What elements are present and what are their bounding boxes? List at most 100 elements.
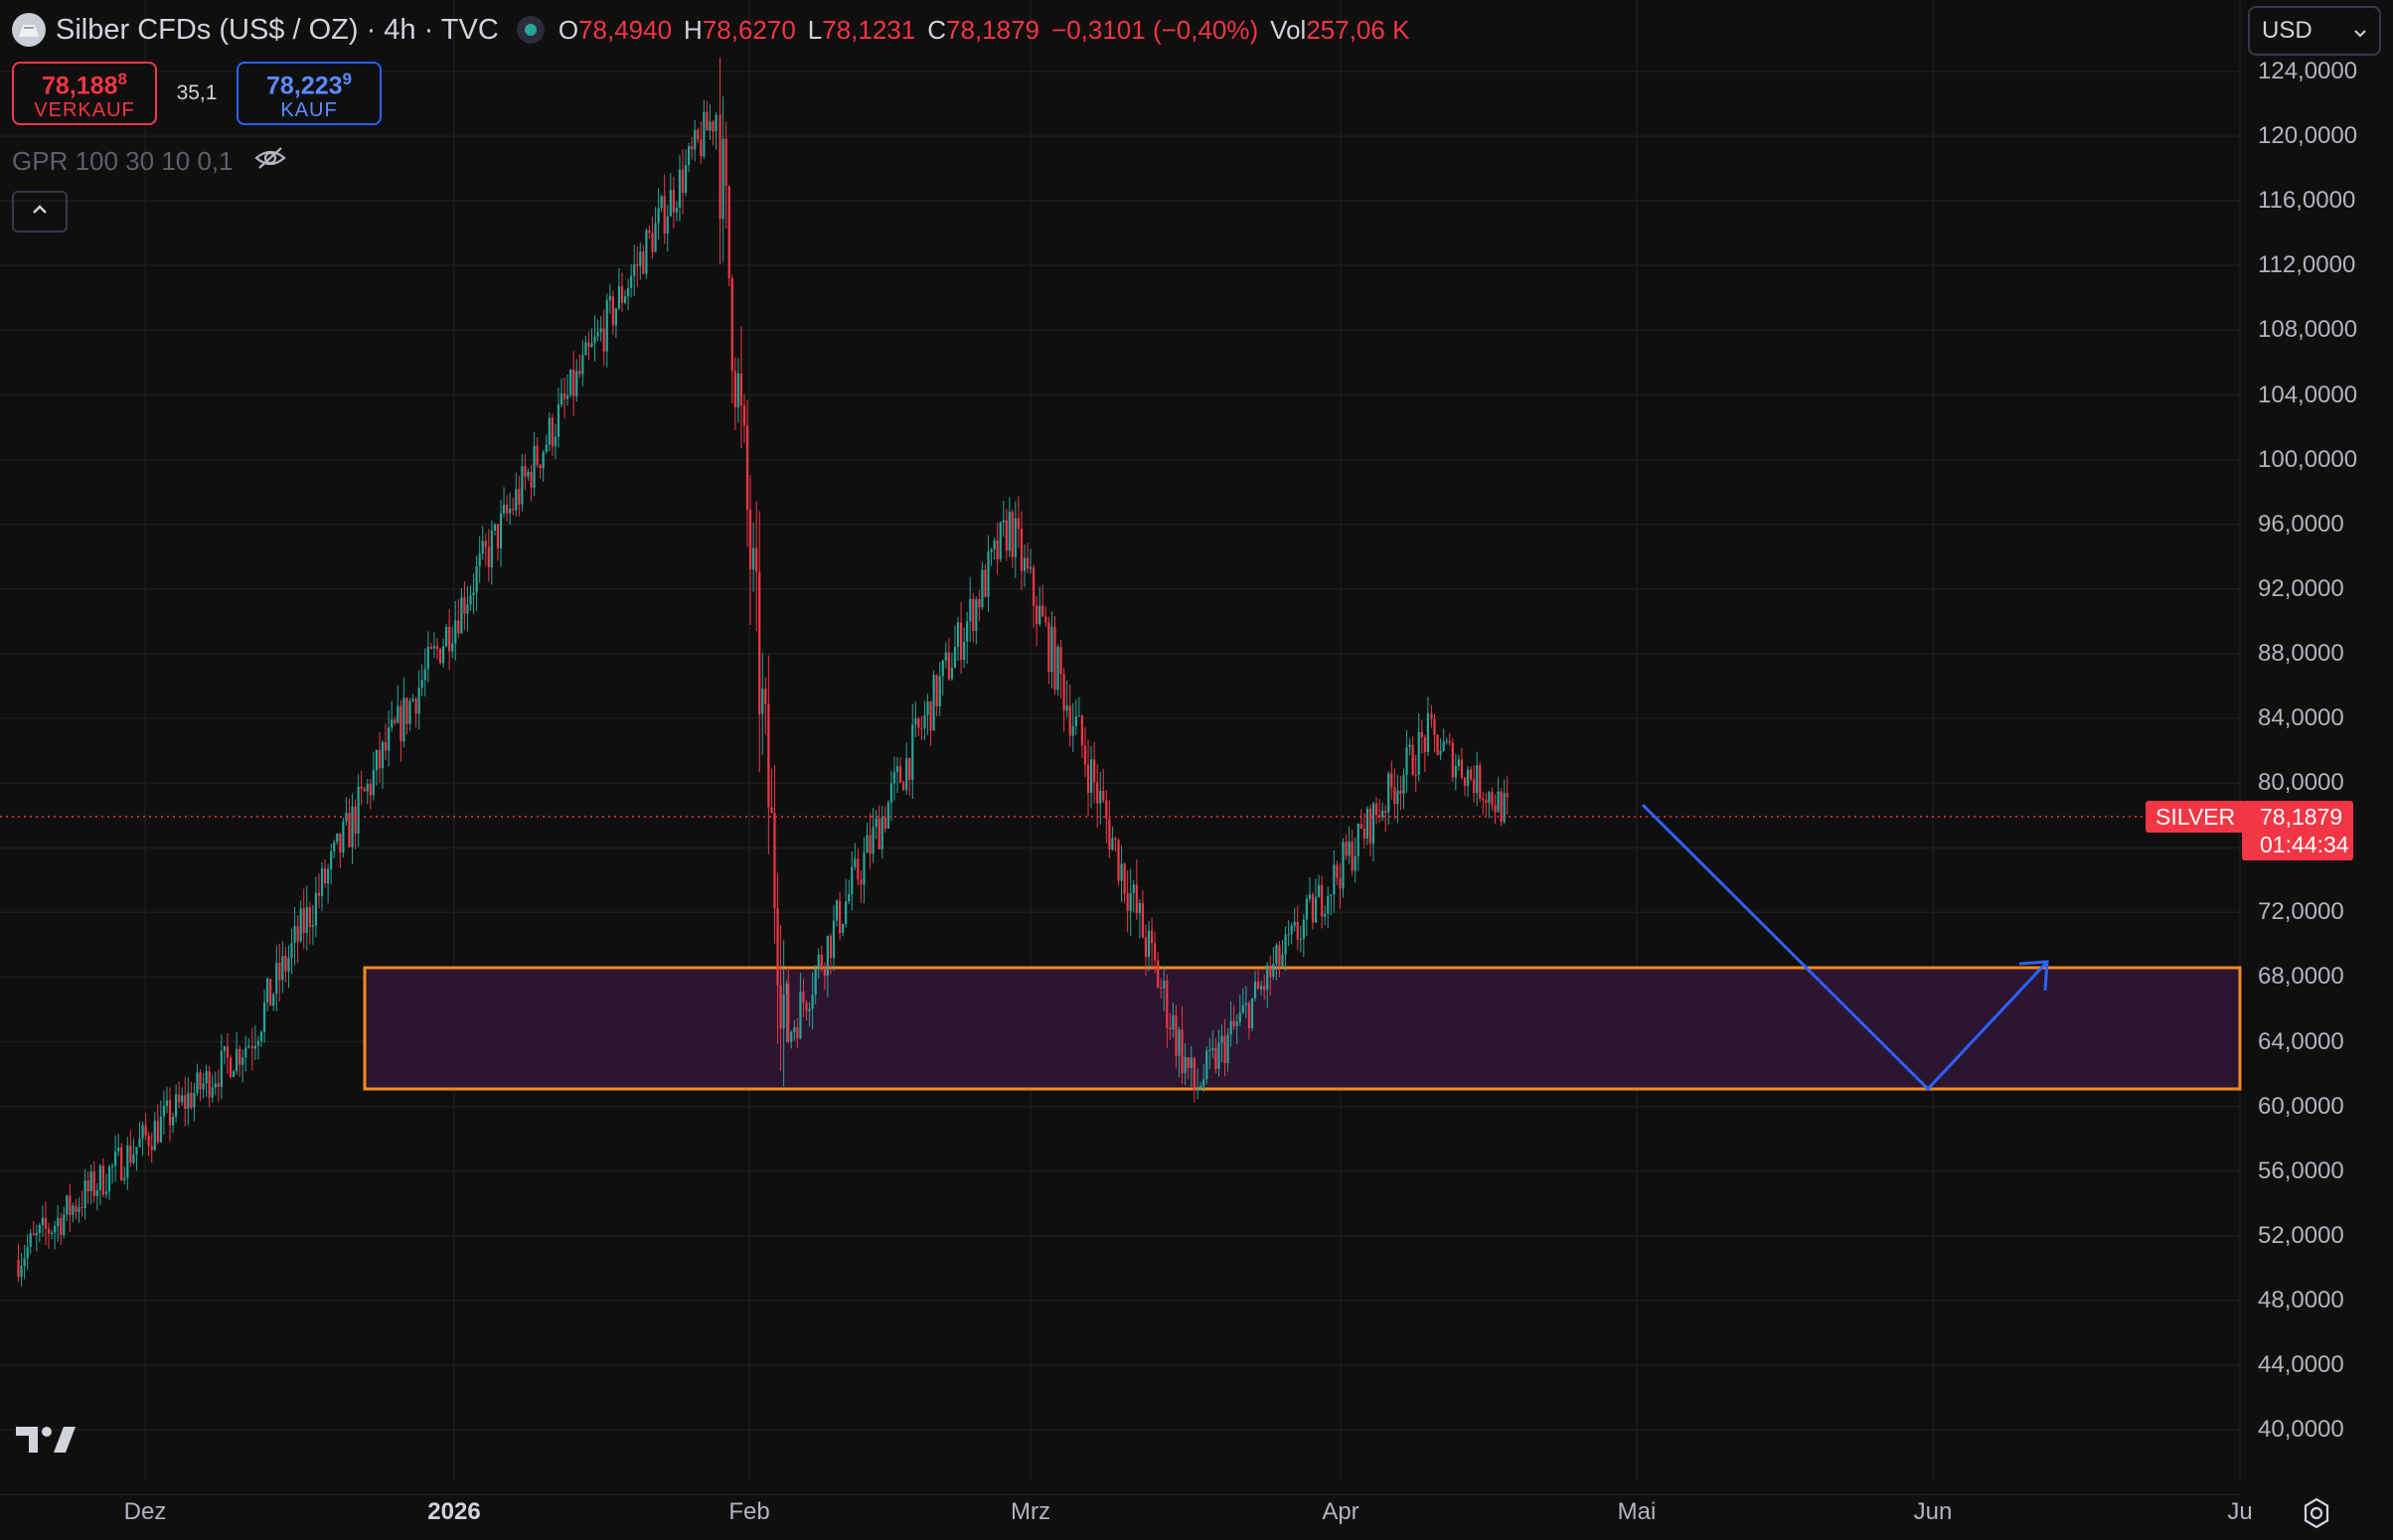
candle-body	[1420, 731, 1423, 737]
candle-body	[1033, 567, 1036, 606]
candle-body	[1275, 945, 1278, 965]
candle-body	[1359, 824, 1362, 830]
collapse-legend-button[interactable]	[12, 191, 68, 232]
candle-body	[1317, 884, 1321, 897]
candle-body	[484, 540, 487, 547]
tradingview-logo-icon[interactable]	[16, 1423, 78, 1462]
indicator-label[interactable]: GPR 100 30 10 0,1	[12, 146, 234, 176]
candle-body	[342, 822, 345, 853]
candle-body	[569, 370, 572, 395]
ohlc-key: L	[807, 14, 823, 45]
candle-body	[441, 646, 445, 664]
candle-body	[1144, 937, 1148, 958]
projection-arrow[interactable]	[1641, 803, 2049, 1092]
candle-body	[1362, 829, 1365, 840]
chart-settings-icon[interactable]	[2300, 1496, 2333, 1535]
candle-body	[932, 675, 935, 731]
candle-body	[953, 647, 957, 669]
candle-body	[869, 835, 872, 854]
candle-body	[1260, 986, 1263, 990]
candle-body	[117, 1147, 120, 1152]
candle-body	[802, 992, 805, 1003]
candle-body	[241, 1057, 244, 1065]
candle-body	[990, 548, 993, 552]
candle-body	[829, 936, 833, 958]
candle-body	[366, 784, 369, 792]
eye-crossed-icon[interactable]	[253, 145, 287, 178]
candle-body	[1374, 803, 1378, 816]
candle-body	[369, 784, 372, 796]
candle-body	[305, 907, 308, 934]
buy-button[interactable]: 78,2239 KAUF	[237, 62, 382, 125]
candle-body	[715, 114, 718, 132]
candle-body	[299, 908, 302, 942]
candle-body	[423, 669, 426, 681]
time-axis-label: Apr	[1322, 1498, 1359, 1525]
candle-body	[950, 668, 954, 680]
candle-body	[617, 285, 621, 309]
candle-body	[559, 392, 563, 405]
candle-body	[1226, 1034, 1229, 1064]
candle-body	[920, 727, 923, 729]
candle-body	[938, 676, 941, 707]
candle-body	[1411, 744, 1414, 775]
candle-body	[584, 342, 587, 356]
candle-body	[381, 742, 385, 769]
candle-body	[572, 370, 575, 397]
time-axis-label: Jun	[1913, 1498, 1953, 1525]
candle-body	[1253, 981, 1257, 999]
candle-body	[60, 1217, 63, 1235]
candle-body	[1491, 792, 1494, 806]
candle-body	[755, 547, 758, 572]
candle-body	[1083, 745, 1087, 765]
price-axis-label: 108,0000	[2258, 316, 2358, 344]
candle-body	[1345, 842, 1348, 856]
candle-body	[107, 1166, 111, 1192]
support-zone[interactable]	[363, 966, 2242, 1091]
candle-body	[590, 343, 593, 348]
candle-body	[175, 1094, 178, 1117]
candle-body	[171, 1116, 175, 1126]
candle-body	[1371, 803, 1375, 845]
candle-body	[178, 1094, 181, 1103]
sell-button[interactable]: 78,1888 VERKAUF	[12, 62, 157, 125]
candle-body	[141, 1125, 144, 1139]
candle-body	[880, 817, 883, 849]
currency-select[interactable]: USD	[2248, 6, 2381, 56]
candle-body	[1108, 819, 1111, 850]
candle-body	[1405, 747, 1408, 775]
candle-body	[1114, 838, 1117, 841]
candle-body	[959, 622, 963, 660]
candle-body	[217, 1083, 220, 1087]
candle-body	[66, 1195, 69, 1215]
candle-body	[89, 1171, 92, 1192]
candle-body	[1250, 998, 1254, 1029]
candle-body	[1117, 840, 1120, 881]
candle-body	[38, 1225, 41, 1233]
price-axis-label: 124,0000	[2258, 58, 2358, 84]
candle-body	[518, 489, 521, 505]
candle-body	[86, 1180, 89, 1192]
candle-body	[877, 818, 880, 849]
candle-body	[599, 328, 602, 333]
market-status-icon[interactable]	[516, 16, 545, 44]
candle-body	[660, 196, 663, 209]
candle-body	[1330, 894, 1333, 896]
candle-body	[57, 1217, 60, 1226]
candle-body	[663, 196, 666, 233]
candle-body	[892, 771, 896, 784]
candle-body	[1396, 790, 1399, 805]
candle-body	[947, 652, 950, 680]
candle-body	[648, 231, 651, 233]
candle-body	[817, 954, 820, 970]
candle-body	[426, 646, 429, 670]
candle-body	[1068, 705, 1071, 736]
candle-body	[126, 1146, 129, 1178]
candle-body	[314, 892, 318, 926]
candle-body	[1293, 921, 1296, 926]
candle-body	[502, 505, 506, 514]
symbol-title[interactable]: Silber CFDs (US$ / OZ) · 4h · TVC	[56, 13, 499, 46]
candle-body	[1342, 842, 1345, 889]
candle-body	[1272, 964, 1275, 978]
